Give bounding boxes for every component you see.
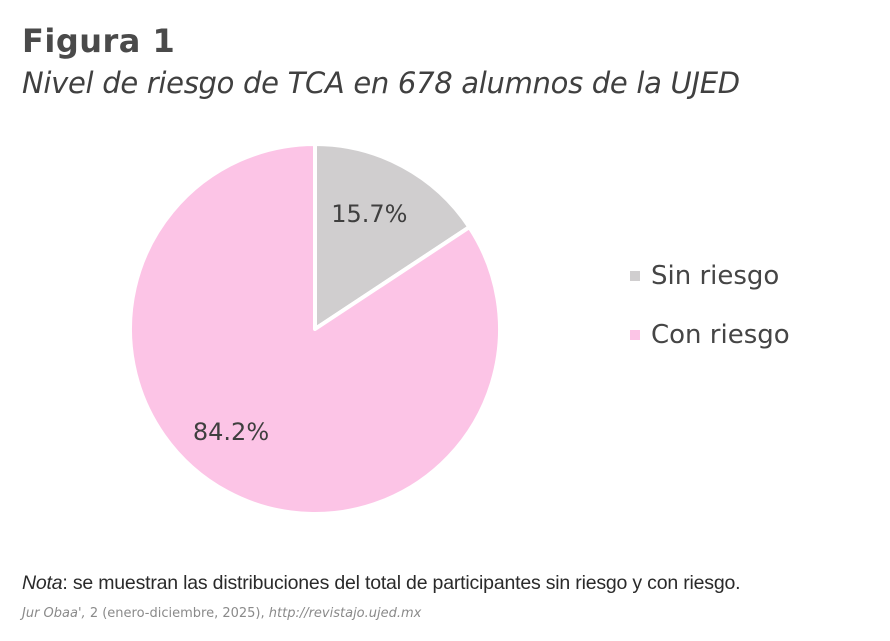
legend-swatch-con-riesgo [630,330,640,340]
citation: Jur Obaa', 2 (enero-diciembre, 2025), ht… [22,606,421,621]
pie-slice-sin-riesgo [313,142,472,331]
citation-details: 2 (enero-diciembre, 2025), [85,606,269,621]
pie-slices [128,142,502,516]
legend-label-sin-riesgo: Sin riesgo [651,261,780,291]
note-label: Nota [22,572,63,594]
legend-item-con-riesgo: Con riesgo [630,317,790,353]
citation-url[interactable]: http://revistajo.ujed.mx [268,606,422,621]
citation-journal: Jur Obaa', [22,606,86,621]
legend-swatch-sin-riesgo [630,271,640,281]
data-label-sin-riesgo: 15.7% [331,200,407,228]
figure-title: Nivel de riesgo de TCA en 678 alumnos de… [22,66,740,100]
figure-label: Figura 1 [22,22,176,60]
legend-item-sin-riesgo: Sin riesgo [630,258,790,294]
legend: Sin riesgo Con riesgo [630,258,790,376]
note-text: : se muestran las distribuciones del tot… [62,572,741,594]
legend-label-con-riesgo: Con riesgo [651,320,790,350]
pie-labels: 15.7% 84.2% [193,200,408,446]
pie-slice-con-riesgo [128,142,502,516]
data-label-con-riesgo: 84.2% [193,418,269,446]
figure-note: Nota: se muestran las distribuciones del… [22,572,741,595]
